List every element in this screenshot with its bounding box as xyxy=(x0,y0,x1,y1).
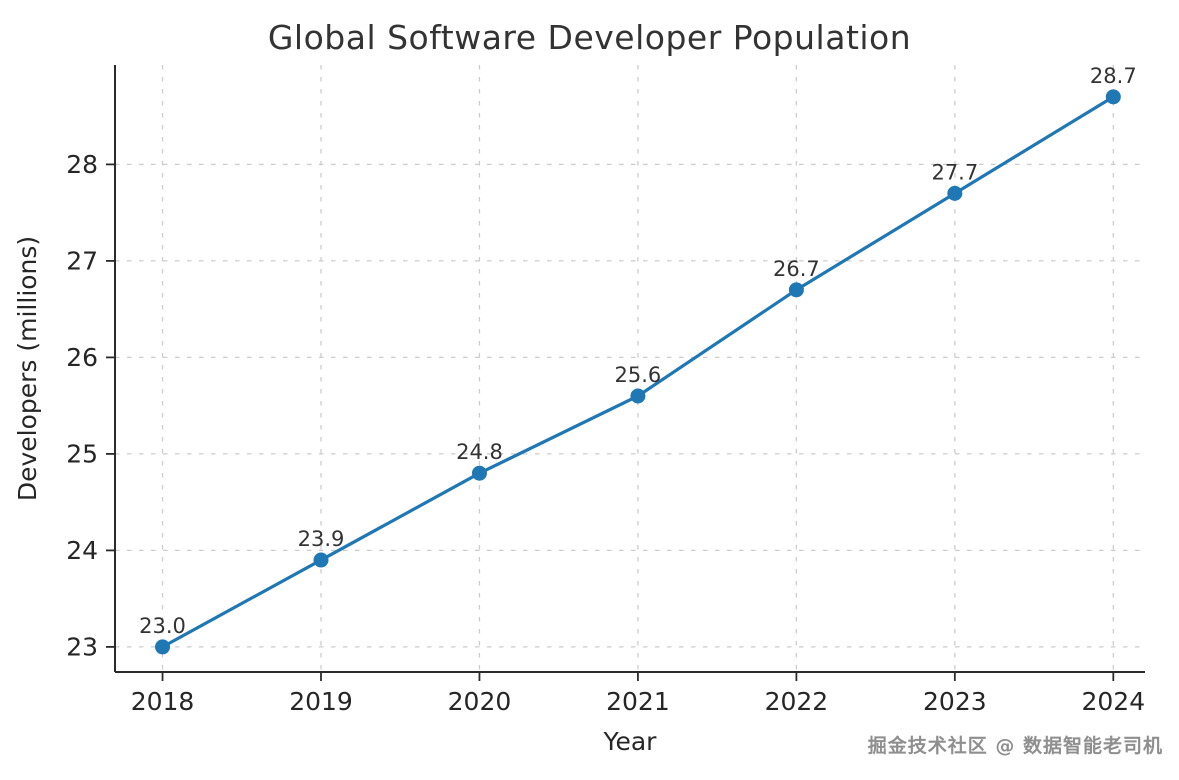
x-tick-label: 2023 xyxy=(923,687,987,716)
data-point-label: 23.0 xyxy=(139,614,186,638)
data-point xyxy=(788,282,804,298)
chart-title: Global Software Developer Population xyxy=(267,18,912,57)
watermark: 掘金技术社区 @ 数据智能老司机 xyxy=(867,735,1163,757)
data-point-label: 26.7 xyxy=(773,257,820,281)
x-tick-label: 2018 xyxy=(131,687,195,716)
y-axis-label: Developers (millions) xyxy=(13,236,42,501)
data-point-label: 24.8 xyxy=(456,440,503,464)
x-tick-label: 2020 xyxy=(448,687,512,716)
data-point xyxy=(947,185,963,201)
data-point-label: 25.6 xyxy=(615,363,662,387)
data-point xyxy=(1105,89,1121,105)
x-axis-label: Year xyxy=(603,727,658,756)
y-tick-label: 23 xyxy=(66,633,98,662)
y-tick-label: 24 xyxy=(66,536,98,565)
y-tick-label: 28 xyxy=(66,150,98,179)
data-point-label: 23.9 xyxy=(298,527,345,551)
x-tick-label: 2024 xyxy=(1081,687,1145,716)
data-point xyxy=(313,552,329,568)
data-point xyxy=(630,388,646,404)
x-tick-label: 2019 xyxy=(289,687,353,716)
data-point xyxy=(471,465,487,481)
data-point-label: 27.7 xyxy=(931,160,978,184)
x-tick-label: 2022 xyxy=(765,687,829,716)
x-tick-label: 2021 xyxy=(606,687,670,716)
y-tick-label: 26 xyxy=(66,343,98,372)
y-tick-label: 27 xyxy=(66,247,98,276)
data-point-label: 28.7 xyxy=(1090,64,1137,88)
y-tick-label: 25 xyxy=(66,440,98,469)
data-point xyxy=(155,639,171,655)
